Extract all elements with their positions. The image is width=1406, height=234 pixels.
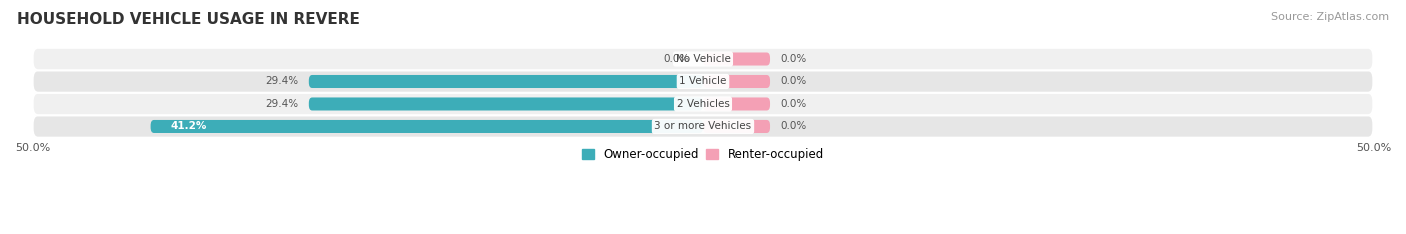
FancyBboxPatch shape: [32, 115, 1374, 138]
FancyBboxPatch shape: [309, 75, 703, 88]
Text: 0.0%: 0.0%: [664, 54, 689, 64]
Legend: Owner-occupied, Renter-occupied: Owner-occupied, Renter-occupied: [578, 143, 828, 166]
FancyBboxPatch shape: [703, 97, 770, 110]
FancyBboxPatch shape: [32, 93, 1374, 115]
Text: 0.0%: 0.0%: [780, 121, 807, 132]
Text: No Vehicle: No Vehicle: [675, 54, 731, 64]
Text: 29.4%: 29.4%: [264, 99, 298, 109]
Text: 41.2%: 41.2%: [170, 121, 207, 132]
FancyBboxPatch shape: [703, 120, 770, 133]
Text: HOUSEHOLD VEHICLE USAGE IN REVERE: HOUSEHOLD VEHICLE USAGE IN REVERE: [17, 12, 360, 27]
FancyBboxPatch shape: [32, 70, 1374, 93]
FancyBboxPatch shape: [150, 120, 703, 133]
FancyBboxPatch shape: [703, 52, 770, 66]
Text: 3 or more Vehicles: 3 or more Vehicles: [654, 121, 752, 132]
Text: Source: ZipAtlas.com: Source: ZipAtlas.com: [1271, 12, 1389, 22]
Text: 0.0%: 0.0%: [780, 99, 807, 109]
Text: 0.0%: 0.0%: [780, 77, 807, 87]
Text: 29.4%: 29.4%: [264, 77, 298, 87]
FancyBboxPatch shape: [703, 75, 770, 88]
Text: 2 Vehicles: 2 Vehicles: [676, 99, 730, 109]
Text: 0.0%: 0.0%: [780, 54, 807, 64]
FancyBboxPatch shape: [32, 48, 1374, 70]
FancyBboxPatch shape: [309, 97, 703, 110]
Text: 1 Vehicle: 1 Vehicle: [679, 77, 727, 87]
